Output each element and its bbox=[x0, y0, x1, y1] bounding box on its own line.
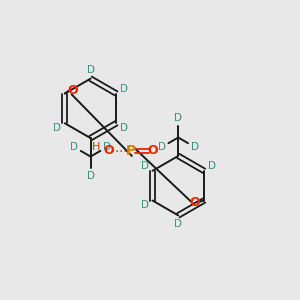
Text: D: D bbox=[174, 219, 182, 229]
Text: D: D bbox=[70, 142, 78, 152]
Text: O: O bbox=[103, 144, 114, 158]
Text: O: O bbox=[190, 196, 200, 208]
Text: D: D bbox=[87, 171, 94, 181]
Text: D: D bbox=[141, 161, 149, 171]
Text: P: P bbox=[126, 145, 136, 158]
Text: D: D bbox=[87, 65, 94, 75]
Text: D: D bbox=[103, 142, 111, 152]
Text: H: H bbox=[92, 142, 101, 152]
Text: O: O bbox=[67, 84, 78, 97]
Text: D: D bbox=[191, 142, 199, 152]
Text: D: D bbox=[174, 113, 182, 123]
Text: D: D bbox=[53, 123, 61, 133]
Text: D: D bbox=[120, 123, 128, 133]
Text: D: D bbox=[120, 84, 128, 94]
Text: D: D bbox=[141, 200, 149, 210]
Text: O: O bbox=[148, 144, 158, 158]
Text: D: D bbox=[158, 142, 166, 152]
Text: D: D bbox=[208, 161, 216, 171]
